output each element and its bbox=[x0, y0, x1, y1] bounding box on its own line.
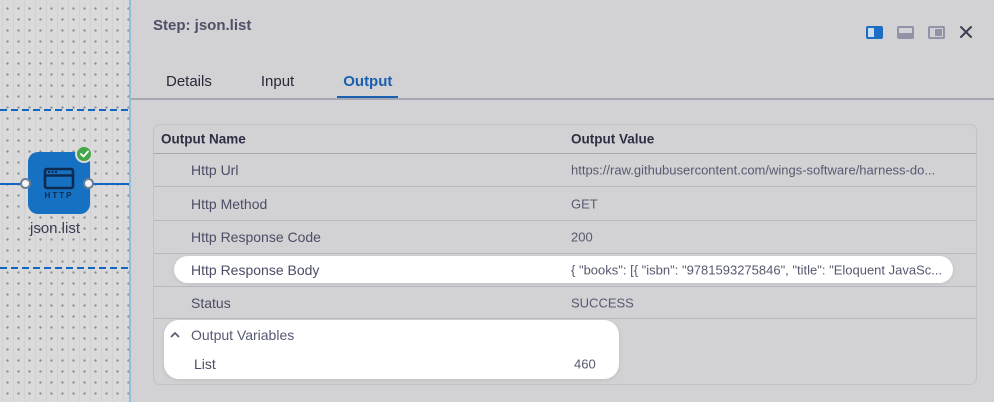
node-label: json.list bbox=[29, 220, 81, 237]
window-controls bbox=[866, 25, 973, 39]
row-value: SUCCESS bbox=[571, 295, 634, 310]
output-variables-group-header[interactable]: Output Variables bbox=[154, 319, 976, 351]
tab-details[interactable]: Details bbox=[166, 73, 212, 90]
row-value: GET bbox=[571, 196, 598, 211]
stage-boundary-top-line bbox=[0, 109, 130, 111]
node-output-port[interactable] bbox=[83, 178, 94, 189]
step-detail-panel: Step: json.list Details Input Output bbox=[131, 0, 994, 402]
row-name: Status bbox=[191, 294, 231, 311]
tabs-divider bbox=[131, 98, 994, 100]
canvas-panel-divider bbox=[129, 0, 131, 402]
table-row-http-response-body[interactable]: Http Response Body { "books": [{ "isbn":… bbox=[154, 254, 976, 287]
table-row-status[interactable]: Status SUCCESS bbox=[154, 287, 976, 319]
row-name: Http Method bbox=[191, 195, 268, 212]
group-label: Output Variables bbox=[191, 327, 295, 343]
pipeline-canvas[interactable]: HTTP json.list bbox=[0, 0, 130, 402]
output-table: Output Name Output Value Http Url https:… bbox=[153, 124, 977, 385]
http-step-type-label: HTTP bbox=[44, 190, 74, 200]
row-name: Http Url bbox=[191, 162, 239, 178]
row-value: { "books": [{ "isbn": "9781593275846", "… bbox=[571, 262, 943, 278]
tab-input[interactable]: Input bbox=[260, 73, 295, 90]
panel-title: Step: json.list bbox=[153, 17, 252, 34]
column-header-output-value: Output Value bbox=[571, 131, 655, 147]
highlight-response-body bbox=[174, 256, 953, 283]
tab-output[interactable]: Output bbox=[337, 66, 399, 99]
row-name: Http Response Code bbox=[191, 229, 321, 245]
node-input-port[interactable] bbox=[20, 178, 31, 189]
http-step-icon bbox=[43, 167, 75, 190]
table-row-http-url[interactable]: Http Url https://raw.githubusercontent.c… bbox=[154, 154, 976, 187]
row-value: 200 bbox=[571, 229, 593, 245]
stage-boundary-bottom-line bbox=[0, 267, 130, 269]
table-header-row: Output Name Output Value bbox=[154, 125, 976, 154]
http-step-node[interactable]: HTTP bbox=[28, 152, 90, 214]
chevron-up-icon[interactable] bbox=[169, 329, 181, 341]
row-value: 460 bbox=[574, 356, 596, 372]
split-pane-right-icon[interactable] bbox=[866, 25, 883, 39]
close-icon[interactable] bbox=[959, 25, 973, 39]
row-name: List bbox=[194, 356, 216, 372]
table-row-http-method[interactable]: Http Method GET bbox=[154, 187, 976, 221]
table-row-http-response-code[interactable]: Http Response Code 200 bbox=[154, 221, 976, 254]
row-value: https://raw.githubusercontent.com/wings-… bbox=[571, 162, 936, 178]
split-pane-bottom-icon[interactable] bbox=[897, 25, 914, 39]
success-badge-icon bbox=[77, 147, 91, 161]
tab-bar: Details Input Output bbox=[160, 66, 399, 99]
row-name: Http Response Body bbox=[191, 262, 320, 278]
column-header-output-name: Output Name bbox=[161, 131, 246, 147]
highlight-output-variables bbox=[164, 320, 619, 379]
table-row-list[interactable]: List 460 bbox=[154, 351, 976, 377]
restore-pane-icon[interactable] bbox=[928, 25, 945, 39]
